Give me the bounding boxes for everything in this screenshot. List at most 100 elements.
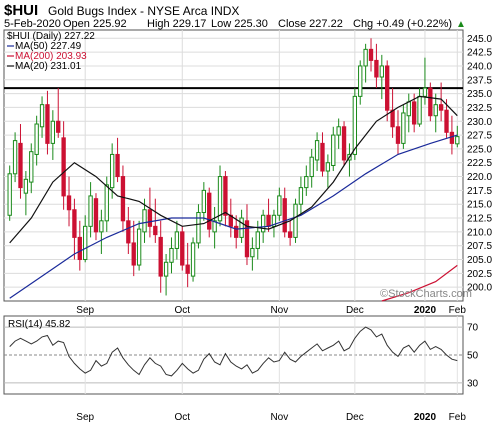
candle-body: [438, 104, 444, 111]
candle-body: [174, 231, 180, 249]
candle-body: [72, 209, 77, 238]
candle-body: [260, 214, 266, 233]
legend-ma50: MA(50) 227.49: [15, 41, 82, 52]
candle-body: [320, 142, 325, 172]
candle-body: [379, 65, 384, 78]
candle-body: [352, 95, 358, 155]
candle-body: [428, 87, 433, 117]
quote-change: Chg +0.49 (+0.22%): [353, 18, 452, 30]
rsi-x-axis: Sep Oct Nov Dec 2020 Feb: [76, 412, 466, 423]
price-tick-label: 215.0: [467, 200, 492, 211]
index-name: Gold Bugs Index - NYSE Arca INDX: [48, 4, 239, 18]
rsi-x-tick-label: Feb: [449, 412, 467, 423]
candle-body: [39, 104, 45, 128]
candle-body: [120, 176, 126, 222]
candle-body: [390, 109, 395, 128]
candle-body: [239, 217, 244, 238]
candle-body: [7, 173, 12, 216]
candle-body: [363, 48, 368, 67]
candle-body: [234, 225, 239, 238]
quote-close: Close 227.22: [278, 18, 343, 30]
rsi-x-tick-label: 2020: [414, 412, 437, 423]
rsi-series: [9, 326, 458, 377]
price-tick-label: 240.0: [467, 61, 492, 72]
candle-body: [336, 126, 341, 136]
stockcharts-logo: ©StockCharts.com: [380, 288, 472, 300]
candle-body: [109, 153, 115, 189]
price-tick-label: 227.5: [467, 131, 492, 142]
candle-body: [293, 203, 298, 238]
candle-body: [385, 65, 390, 111]
candle-body: [358, 65, 363, 97]
candle-body: [196, 212, 201, 244]
candle-body: [277, 195, 282, 216]
candle-body: [244, 220, 250, 258]
rsi-tick-label: 70: [467, 323, 479, 334]
candle-body: [142, 209, 147, 233]
candle-body: [50, 120, 56, 144]
candle-body: [180, 231, 185, 266]
candle-body: [115, 153, 120, 178]
price-tick-label: 202.5: [467, 269, 492, 280]
ma-line-ma20: [9, 95, 458, 244]
price-x-tick-label: Sep: [76, 305, 94, 316]
price-tick-label: 207.5: [467, 241, 492, 252]
price-tick-label: 235.0: [467, 89, 492, 100]
legend-ma20: MA(20) 231.01: [15, 61, 82, 72]
moving-averages: [9, 95, 458, 302]
candle-body: [422, 87, 428, 97]
candle-body: [77, 236, 82, 261]
price-x-tick-label: Oct: [174, 305, 190, 316]
candle-body: [304, 176, 309, 189]
candle-body: [449, 131, 455, 144]
candle-body: [61, 137, 66, 197]
quote-date: 5-Feb-2020: [4, 18, 61, 30]
candle-body: [12, 140, 18, 175]
candle-body: [287, 231, 293, 238]
ma-line-ma50: [9, 134, 458, 299]
candle-body: [126, 220, 131, 244]
quote-high: High 229.17: [147, 18, 206, 30]
candle-body: [29, 151, 34, 183]
candle-body: [250, 247, 255, 258]
price-x-tick-label: 2020: [414, 305, 437, 316]
price-tick-label: 245.0: [467, 34, 492, 45]
candle-body: [341, 126, 347, 161]
candle-body: [34, 123, 39, 155]
candle-body: [88, 195, 93, 227]
candle-body: [169, 247, 174, 263]
candle-body: [131, 242, 136, 266]
candle-body: [417, 95, 422, 125]
price-tick-label: 205.0: [467, 255, 492, 266]
candlesticks: [7, 38, 460, 296]
candle-body: [217, 176, 223, 222]
candle-body: [153, 225, 158, 236]
candle-body: [93, 198, 99, 233]
candle-body: [255, 231, 260, 249]
price-tick-label: 210.0: [467, 227, 492, 238]
candle-body: [411, 101, 417, 125]
candle-body: [395, 126, 401, 144]
price-x-tick-label: Dec: [346, 305, 364, 316]
price-tick-label: 222.5: [467, 158, 492, 169]
rsi-x-tick-label: Oct: [174, 412, 190, 423]
candle-body: [266, 214, 271, 227]
candle-body: [201, 189, 207, 214]
candle-body: [368, 48, 374, 61]
price-tick-label: 212.5: [467, 214, 492, 225]
candle-body: [331, 134, 336, 167]
price-tick-label: 232.5: [467, 103, 492, 114]
candle-body: [433, 104, 438, 117]
price-tick-label: 200.0: [467, 283, 492, 294]
candle-body: [444, 109, 449, 133]
price-tick-label: 220.0: [467, 172, 492, 183]
rsi-y-axis: 30 50 70: [467, 323, 479, 390]
price-tick-label: 230.0: [467, 117, 492, 128]
rsi-grid: [4, 316, 463, 394]
price-x-tick-label: Nov: [270, 305, 288, 316]
candle-body: [104, 184, 109, 222]
change-arrow-icon: ▲: [456, 19, 466, 30]
candle-body: [298, 187, 304, 205]
